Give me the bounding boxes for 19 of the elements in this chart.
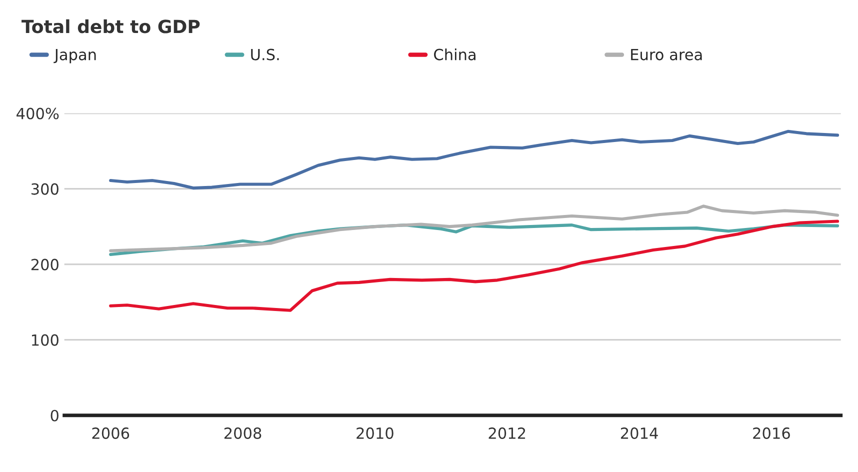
x-tick-label: 2012	[488, 427, 526, 439]
x-tick-label: 2006	[92, 427, 130, 439]
y-tick-label: 400%	[16, 108, 59, 120]
y-tick-label: 100	[32, 334, 58, 346]
y-tick-label: 200	[31, 258, 58, 270]
x-tick-label: 2014	[620, 427, 658, 439]
line-series	[109, 204, 840, 252]
legend-label: Euro area	[631, 48, 702, 60]
x-tick-label: 2016	[753, 427, 790, 439]
y-tick-label: 300	[31, 183, 58, 195]
legend-label: U.S.	[251, 48, 279, 60]
line-series	[109, 130, 840, 190]
legend-label: Japan	[54, 48, 96, 64]
line-series	[109, 220, 840, 312]
x-tick-label: 2008	[224, 427, 262, 439]
chart-title: Total debt to GDP	[22, 19, 200, 34]
x-tick-label: 2010	[356, 427, 394, 439]
legend-label: China	[434, 48, 476, 60]
y-tick-label: 0	[50, 410, 58, 422]
